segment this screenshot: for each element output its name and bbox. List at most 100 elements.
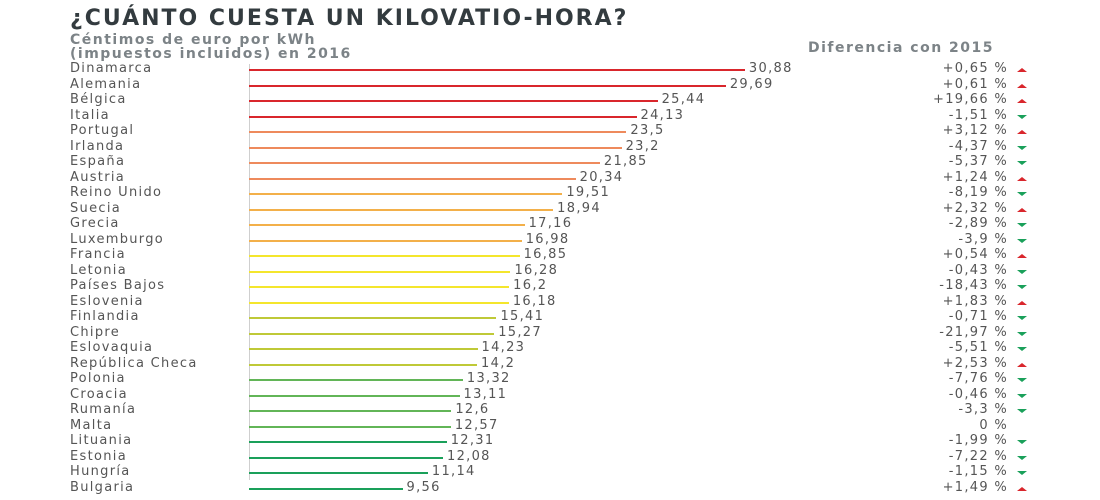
- bar: [249, 115, 637, 118]
- diff-label: +1,83 %: [942, 293, 1008, 309]
- value-label: 12,08: [447, 448, 491, 464]
- arrow-up-icon: [1017, 83, 1027, 88]
- chart-subtitle-line-2: (impuestos incluidos) en 2016: [70, 46, 352, 62]
- arrow-up-icon: [1017, 254, 1027, 258]
- value-label: 17,16: [528, 216, 573, 231]
- country-label: Lituania: [70, 433, 133, 448]
- country-label: Eslovaquia: [70, 340, 154, 355]
- value-label: 23,5: [630, 123, 665, 138]
- country-label: Portugal: [70, 123, 135, 138]
- country-label: Italia: [70, 107, 110, 123]
- bar: [249, 193, 563, 195]
- bar: [249, 379, 463, 381]
- bar-row: Finlandia 15,41 -0,71 %: [0, 309, 1100, 326]
- country-label: Reino Unido: [70, 185, 163, 200]
- arrow-down-icon: [1017, 223, 1027, 227]
- arrow-down-icon: [1017, 269, 1027, 274]
- bar-row: Eslovaquia 14,23 -5,51 %: [0, 340, 1100, 357]
- bar: [249, 487, 403, 490]
- diff-label: -0,46 %: [948, 386, 1008, 402]
- arrow-down-icon: [1017, 285, 1027, 289]
- diff-label: -1,15 %: [948, 464, 1008, 479]
- bar-row: Países Bajos 16,2 -18,43 %: [0, 278, 1100, 295]
- diff-label: +0,54 %: [942, 247, 1008, 262]
- diff-label: -1,99 %: [948, 433, 1008, 448]
- country-label: Estonia: [70, 448, 127, 464]
- bar: [249, 208, 554, 211]
- country-label: Polonia: [70, 371, 126, 386]
- diff-label: -21,97 %: [939, 324, 1008, 340]
- value-label: 23,2: [625, 138, 660, 154]
- bar-row: Croacia 13,11 -0,46 %: [0, 386, 1100, 404]
- arrow-up-icon: [1017, 300, 1027, 305]
- bar: [249, 131, 627, 133]
- value-label: 18,94: [557, 200, 601, 216]
- value-label: 16,2: [513, 278, 548, 293]
- diff-label: +1,24 %: [942, 169, 1008, 185]
- arrow-down-icon: [1017, 440, 1027, 444]
- country-label: Hungría: [70, 464, 131, 479]
- bar-row: Letonia 16,28 -0,43 %: [0, 262, 1100, 280]
- bar: [249, 317, 497, 319]
- country-label: Alemania: [70, 76, 142, 92]
- value-label: 13,32: [466, 371, 511, 386]
- arrow-up-icon: [1017, 176, 1027, 181]
- bar: [249, 100, 658, 102]
- country-label: República Checa: [70, 355, 198, 371]
- arrow-up-icon: [1017, 130, 1027, 134]
- bar-row: Grecia 17,16 -2,89 %: [0, 216, 1100, 233]
- bar-row: República Checa 14,2 +2,53 %: [0, 355, 1100, 373]
- bar-row: Lituania 12,31 -1,99 %: [0, 433, 1100, 450]
- country-label: Luxemburgo: [70, 231, 165, 247]
- country-label: Eslovenia: [70, 293, 144, 309]
- bar: [249, 146, 622, 149]
- bar-row: Austria 20,34 +1,24 %: [0, 169, 1100, 187]
- arrow-down-icon: [1017, 378, 1027, 382]
- value-label: 21,85: [603, 154, 648, 169]
- arrow-up-icon: [1017, 362, 1027, 367]
- diff-label: +2,32 %: [942, 200, 1008, 216]
- bar-row: España 21,85 -5,37 %: [0, 154, 1100, 171]
- bar-row: Bulgaria 9,56 +1,49 %: [0, 480, 1100, 497]
- diff-header: Diferencia con 2015: [808, 40, 995, 56]
- diff-label: -2,89 %: [948, 216, 1008, 231]
- bar: [249, 410, 452, 412]
- bar: [249, 394, 460, 397]
- diff-label: -3,9 %: [958, 231, 1008, 247]
- value-label: 16,28: [514, 262, 559, 278]
- diff-label: +0,65 %: [942, 61, 1008, 76]
- bar-row: Luxemburgo 16,98 -3,9 %: [0, 231, 1100, 249]
- value-label: 14,2: [481, 355, 516, 371]
- country-label: Grecia: [70, 216, 120, 231]
- arrow-up-icon: [1017, 99, 1027, 103]
- bar-row: Eslovenia 16,18 +1,83 %: [0, 293, 1100, 311]
- bar-row: Bélgica 25,44 +19,66 %: [0, 92, 1100, 109]
- bar-row: Italia 24,13 -1,51 %: [0, 107, 1100, 125]
- country-label: Irlanda: [70, 138, 125, 154]
- bar: [249, 177, 576, 180]
- diff-label: -5,37 %: [948, 154, 1008, 169]
- value-label: 16,18: [512, 293, 557, 309]
- country-label: España: [70, 154, 126, 169]
- bar: [249, 224, 525, 226]
- diff-label: -1,51 %: [948, 107, 1008, 123]
- country-label: Austria: [70, 169, 126, 185]
- value-label: 20,34: [579, 169, 624, 185]
- diff-label: +2,53 %: [942, 355, 1008, 371]
- country-label: Chipre: [70, 324, 121, 340]
- bar-row: Rumanía 12,6 -3,3 %: [0, 402, 1100, 419]
- value-label: 12,57: [454, 417, 499, 433]
- bar: [249, 162, 600, 164]
- arrow-down-icon: [1017, 331, 1027, 336]
- diff-label: -18,43 %: [939, 278, 1008, 293]
- arrow-down-icon: [1017, 471, 1027, 475]
- value-label: 15,41: [500, 309, 545, 324]
- bar-row: Irlanda 23,2 -4,37 %: [0, 138, 1100, 156]
- bar-row: Hungría 11,14 -1,15 %: [0, 464, 1100, 481]
- diff-label: 0 %: [979, 417, 1008, 433]
- value-label: 16,98: [525, 231, 570, 247]
- value-label: 29,69: [729, 76, 774, 92]
- country-label: Malta: [70, 417, 113, 433]
- bar: [249, 301, 509, 304]
- bar-row: Estonia 12,08 -7,22 %: [0, 448, 1100, 466]
